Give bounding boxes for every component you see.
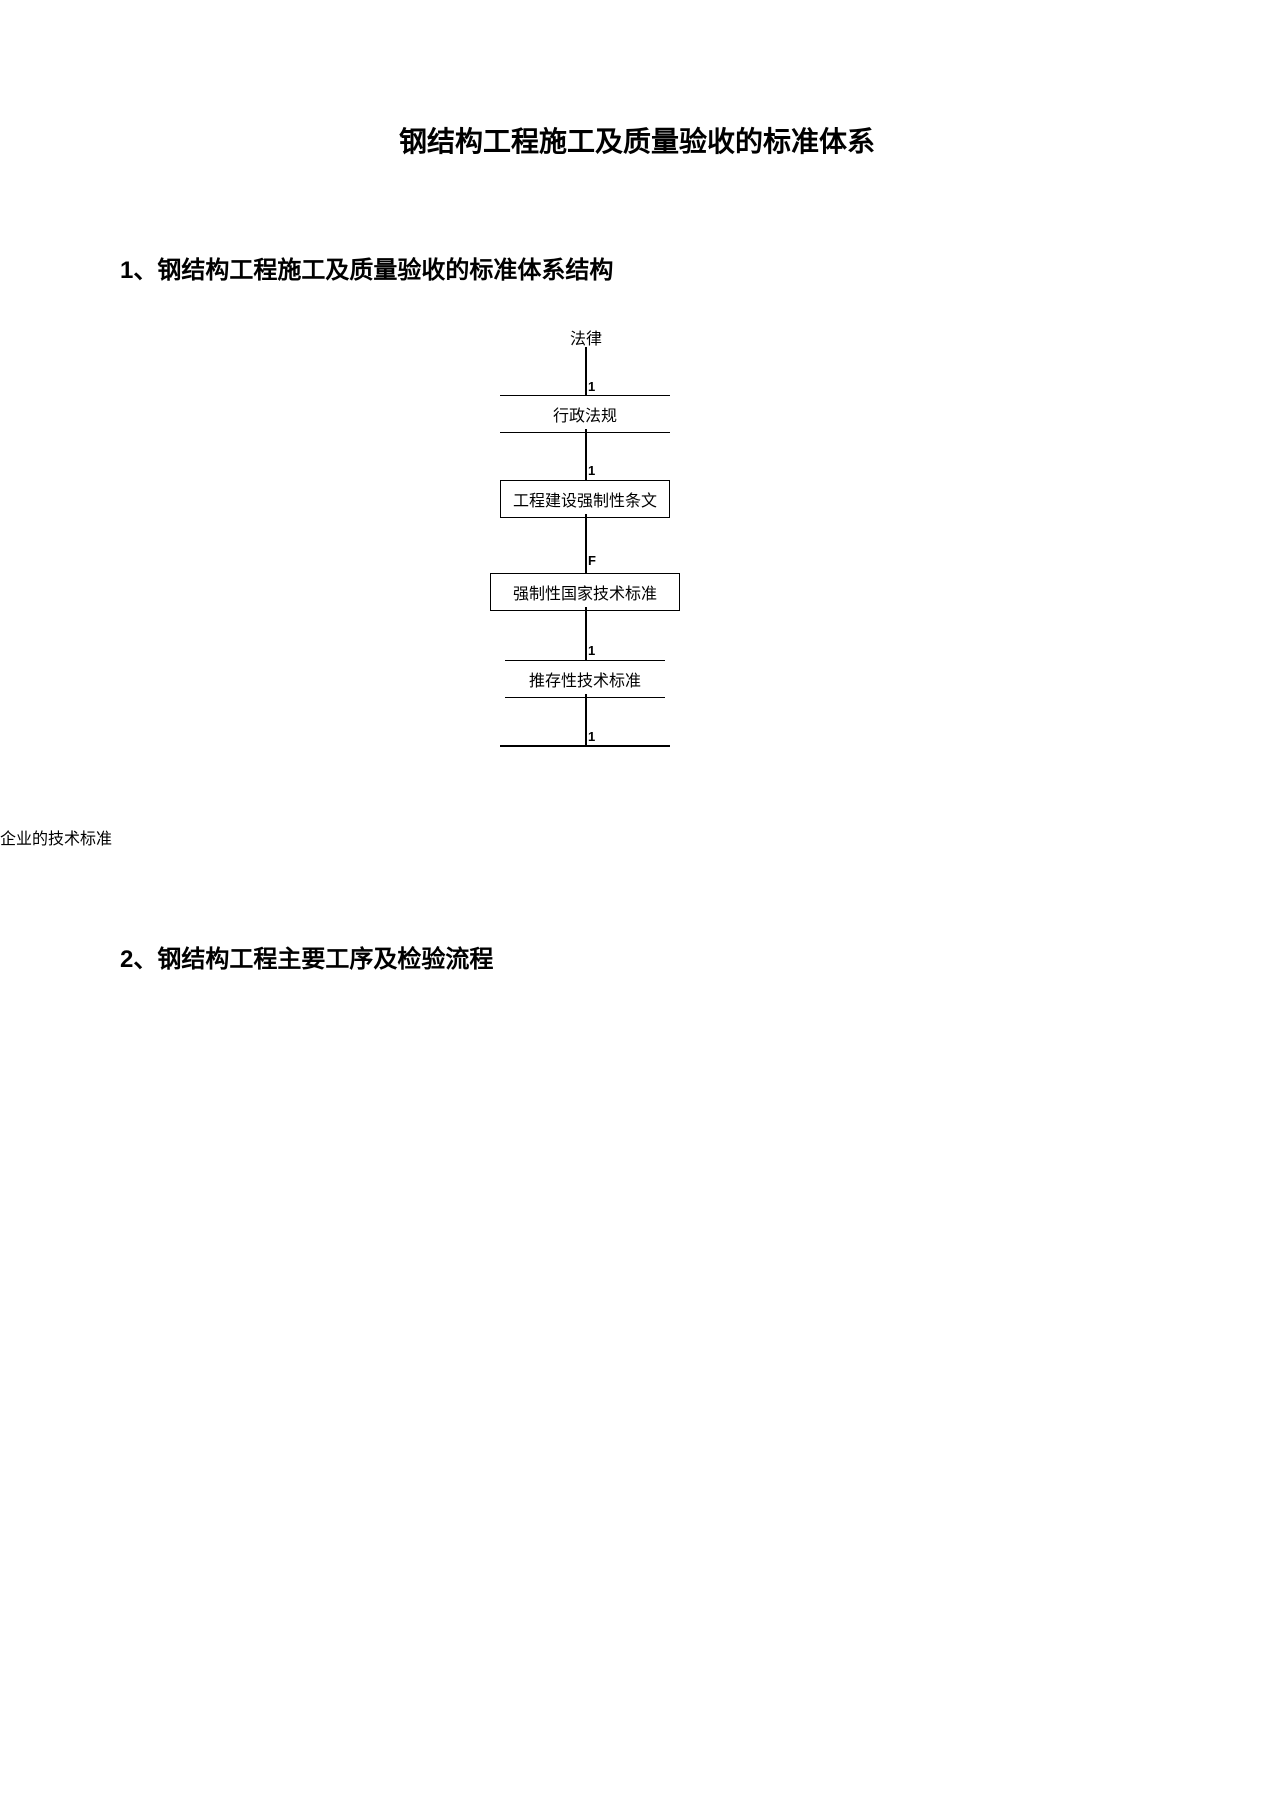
flow-connector: [585, 429, 587, 480]
section2-heading: 2、钢结构工程主要工序及检验流程: [120, 939, 1154, 974]
flow-connector: [585, 607, 587, 660]
page-root: 钢结构工程施工及质量验收的标准体系 1、钢结构工程施工及质量验收的标准体系结构 …: [0, 0, 1274, 974]
flow-connector: [585, 347, 587, 395]
flow-connector-label: 1: [588, 729, 595, 744]
flow-node-law: 法律: [570, 325, 602, 349]
hierarchy-flowchart: 法律 1 行政法规 1 工程建设强制性条文 F 强制性国家技术标准 1 推存性技…: [430, 325, 740, 805]
flow-node-recommended-standards: 推存性技术标准: [505, 660, 665, 698]
flow-node-mandatory-provisions: 工程建设强制性条文: [500, 480, 670, 518]
flow-node-regulation: 行政法规: [500, 395, 670, 433]
flow-connector-label: 1: [588, 643, 595, 658]
flow-node-mandatory-standards: 强制性国家技术标准: [490, 573, 680, 611]
section1-heading: 1、钢结构工程施工及质量验收的标准体系结构: [120, 250, 1154, 285]
flow-bottom-line: [500, 745, 670, 747]
flow-connector-label: 1: [588, 379, 595, 394]
flow-connector-label: 1: [588, 463, 595, 478]
flow-connector: [585, 694, 587, 745]
enterprise-standards-label: 企业的技术标准: [0, 825, 1154, 849]
flow-connector: [585, 514, 587, 573]
flow-connector-label: F: [588, 553, 596, 568]
document-title: 钢结构工程施工及质量验收的标准体系: [120, 120, 1154, 160]
